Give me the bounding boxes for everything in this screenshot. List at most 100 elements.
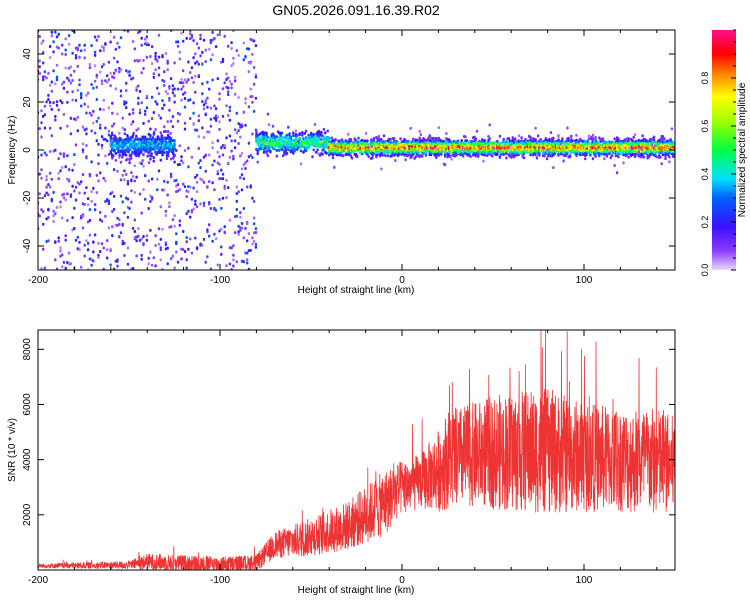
heatmap-cell	[233, 139, 237, 143]
heatmap-cell	[85, 144, 88, 147]
heatmap-cell	[80, 104, 83, 108]
heatmap-cell	[67, 79, 71, 82]
heatmap-cell	[182, 81, 185, 85]
heatmap-cell	[78, 56, 81, 60]
heatmap-cell	[47, 207, 50, 211]
heatmap-cell	[78, 83, 81, 87]
heatmap-cell	[142, 243, 145, 247]
heatmap-cell	[136, 138, 139, 141]
heatmap-cell	[74, 46, 78, 50]
heatmap-cell	[152, 156, 155, 160]
heatmap-cell	[214, 237, 218, 241]
heatmap-cell	[66, 192, 69, 196]
heatmap-cell	[414, 155, 417, 159]
heatmap-cell	[42, 51, 45, 54]
heatmap-cell	[48, 56, 52, 59]
heatmap-cell	[235, 49, 238, 53]
heatmap-cell	[389, 137, 392, 141]
heatmap-cell	[43, 126, 47, 130]
heatmap-cell	[107, 133, 111, 137]
heatmap-cell	[140, 43, 143, 47]
heatmap-cell	[326, 129, 329, 133]
heatmap-cell	[189, 98, 192, 102]
heatmap-cell	[107, 199, 111, 203]
heatmap-cell	[249, 61, 252, 65]
heatmap-cell	[48, 150, 52, 153]
heatmap-cell	[475, 129, 479, 133]
heatmap-cell	[123, 148, 126, 152]
heatmap-cell	[118, 45, 121, 49]
heatmap-cell	[112, 56, 116, 60]
heatmap-cell	[296, 134, 299, 138]
heatmap-cell	[168, 205, 171, 209]
heatmap-cell	[111, 124, 114, 128]
heatmap-cell	[86, 248, 90, 252]
heatmap-cell	[195, 42, 199, 46]
heatmap-cell	[440, 152, 443, 156]
heatmap-cell	[104, 79, 107, 83]
heatmap-cell	[149, 157, 152, 161]
heatmap-cell	[109, 71, 112, 75]
heatmap-cell	[154, 128, 157, 131]
heatmap-cell	[175, 149, 178, 152]
heatmap-cell	[165, 157, 169, 161]
heatmap-cell	[97, 35, 100, 38]
heatmap-cell	[106, 239, 109, 243]
heatmap-cell	[157, 242, 161, 246]
heatmap-cell	[71, 51, 74, 55]
heatmap-cell	[88, 66, 92, 70]
heatmap-cell	[95, 173, 98, 177]
heatmap-cell	[235, 199, 238, 203]
heatmap-cell	[230, 82, 233, 86]
heatmap-cell	[175, 240, 178, 244]
heatmap-cell	[183, 127, 187, 131]
heatmap-cell	[187, 146, 190, 150]
heatmap-cell	[609, 156, 612, 160]
heatmap-cell	[566, 126, 569, 130]
heatmap-cell	[603, 157, 606, 161]
heatmap-cell	[142, 235, 145, 238]
heatmap-cell	[190, 210, 194, 214]
heatmap-cell	[225, 264, 228, 268]
heatmap-cell	[147, 256, 150, 260]
heatmap-cell	[118, 218, 121, 222]
heatmap-cell	[164, 52, 168, 55]
heatmap-cell	[102, 49, 105, 53]
heatmap-cell	[552, 136, 555, 140]
heatmap-cell	[201, 92, 204, 96]
heatmap-cell	[567, 136, 570, 140]
heatmap-cell	[52, 69, 55, 73]
heatmap-cell	[223, 81, 226, 85]
heatmap-cell	[202, 103, 206, 107]
heatmap-cell	[141, 159, 144, 163]
heatmap-cell	[163, 70, 166, 74]
heatmap-cell	[232, 62, 235, 65]
heatmap-cell	[233, 231, 237, 235]
heatmap-cell	[285, 151, 289, 155]
heatmap-cell	[125, 101, 128, 105]
heatmap-cell	[55, 103, 59, 107]
heatmap-cell	[247, 141, 251, 145]
heatmap-cell	[377, 134, 381, 138]
heatmap-cell	[90, 263, 93, 267]
heatmap-cell	[182, 85, 185, 88]
heatmap-cell	[252, 39, 256, 43]
heatmap-cell	[86, 203, 90, 207]
heatmap-cell	[135, 239, 138, 243]
heatmap-cell	[66, 76, 69, 80]
heatmap-cell	[102, 267, 105, 270]
heatmap-cell	[86, 91, 90, 95]
heatmap-cell	[62, 80, 66, 84]
heatmap-cell	[216, 115, 219, 119]
heatmap-cell	[73, 227, 76, 230]
heatmap-cell	[164, 214, 168, 217]
heatmap-cell	[111, 210, 114, 213]
heatmap-cell	[42, 78, 45, 82]
heatmap-cell	[133, 179, 136, 183]
heatmap-cell	[54, 115, 57, 118]
heatmap-cell	[372, 152, 375, 156]
heatmap-cell	[176, 183, 180, 187]
heatmap-cell	[61, 216, 64, 220]
heatmap-cell	[126, 30, 130, 33]
heatmap-cell	[59, 205, 62, 209]
